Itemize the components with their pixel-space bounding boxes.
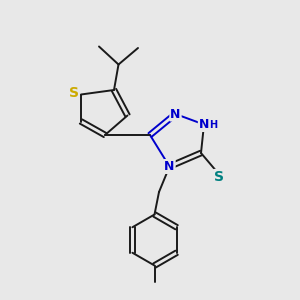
Text: N: N <box>199 118 209 131</box>
Text: S: S <box>214 170 224 184</box>
Text: N: N <box>164 160 175 173</box>
Text: H: H <box>209 119 218 130</box>
Text: S: S <box>68 86 79 100</box>
Text: N: N <box>170 107 181 121</box>
